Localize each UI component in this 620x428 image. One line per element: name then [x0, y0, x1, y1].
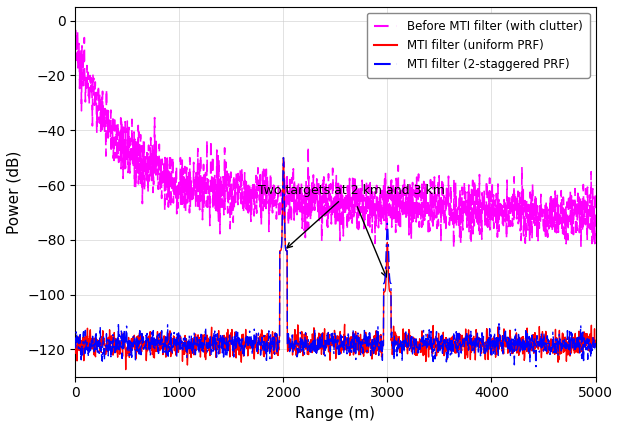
- MTI filter (2-staggered PRF): [280, 155, 287, 160]
- MTI filter (2-staggered PRF): [98, 358, 105, 363]
- MTI filter (uniform PRF): [592, 338, 600, 343]
- Before MTI filter (with clutter): [311, 208, 319, 213]
- MTI filter (2-staggered PRF): [71, 346, 79, 351]
- Y-axis label: Power (dB): Power (dB): [7, 150, 22, 234]
- MTI filter (uniform PRF): [311, 337, 319, 342]
- MTI filter (uniform PRF): [280, 155, 287, 160]
- MTI filter (uniform PRF): [325, 349, 332, 354]
- MTI filter (uniform PRF): [482, 357, 489, 362]
- Legend: Before MTI filter (with clutter), MTI filter (uniform PRF), MTI filter (2-stagge: Before MTI filter (with clutter), MTI fi…: [366, 13, 590, 78]
- Before MTI filter (with clutter): [577, 244, 585, 250]
- Before MTI filter (with clutter): [450, 245, 458, 250]
- MTI filter (2-staggered PRF): [482, 345, 489, 351]
- Before MTI filter (with clutter): [577, 220, 585, 225]
- MTI filter (2-staggered PRF): [311, 327, 319, 332]
- Line: MTI filter (2-staggered PRF): MTI filter (2-staggered PRF): [75, 158, 596, 367]
- Before MTI filter (with clutter): [72, 27, 79, 33]
- MTI filter (uniform PRF): [98, 342, 105, 347]
- MTI filter (uniform PRF): [577, 349, 585, 354]
- Before MTI filter (with clutter): [99, 95, 106, 100]
- Before MTI filter (with clutter): [71, 33, 79, 38]
- Line: MTI filter (uniform PRF): MTI filter (uniform PRF): [75, 158, 596, 370]
- MTI filter (2-staggered PRF): [532, 364, 539, 369]
- Line: Before MTI filter (with clutter): Before MTI filter (with clutter): [75, 30, 596, 248]
- Before MTI filter (with clutter): [482, 218, 489, 223]
- MTI filter (2-staggered PRF): [577, 323, 585, 328]
- X-axis label: Range (m): Range (m): [295, 406, 375, 421]
- MTI filter (2-staggered PRF): [592, 340, 600, 345]
- MTI filter (uniform PRF): [122, 367, 130, 372]
- Text: Two targets at 2 km and 3 km: Two targets at 2 km and 3 km: [257, 184, 445, 248]
- MTI filter (2-staggered PRF): [577, 330, 585, 335]
- Before MTI filter (with clutter): [592, 208, 600, 213]
- Before MTI filter (with clutter): [325, 171, 332, 176]
- MTI filter (2-staggered PRF): [325, 335, 332, 340]
- MTI filter (uniform PRF): [71, 351, 79, 356]
- MTI filter (uniform PRF): [577, 342, 585, 348]
